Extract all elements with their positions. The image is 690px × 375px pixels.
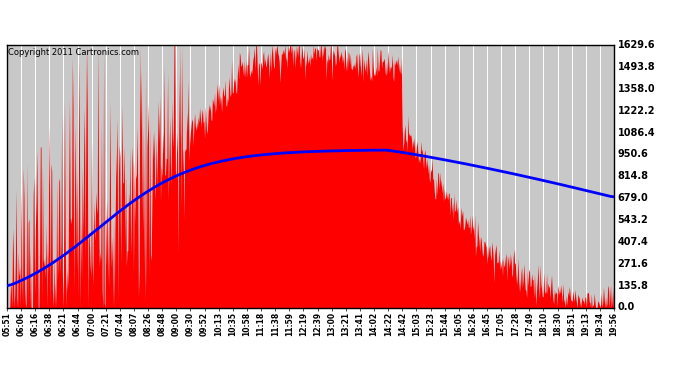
- Text: 0.0: 0.0: [618, 303, 635, 312]
- Text: 271.6: 271.6: [618, 259, 649, 269]
- Text: 1493.8: 1493.8: [618, 62, 656, 72]
- Text: 135.8: 135.8: [618, 280, 649, 291]
- Text: 679.0: 679.0: [618, 193, 649, 203]
- Text: Copyright 2011 Cartronics.com: Copyright 2011 Cartronics.com: [8, 48, 139, 57]
- Text: West Array Actual Power (red) & Running Average Power (Watts blue)  Sun Jun 5 19: West Array Actual Power (red) & Running …: [0, 15, 690, 30]
- Text: 1629.6: 1629.6: [618, 40, 655, 50]
- Text: 407.4: 407.4: [618, 237, 649, 247]
- Text: 543.2: 543.2: [618, 215, 649, 225]
- Text: 950.6: 950.6: [618, 149, 649, 159]
- Text: 1222.2: 1222.2: [618, 106, 655, 116]
- Text: 1086.4: 1086.4: [618, 128, 656, 138]
- Text: 1358.0: 1358.0: [618, 84, 656, 94]
- Text: 814.8: 814.8: [618, 171, 649, 181]
